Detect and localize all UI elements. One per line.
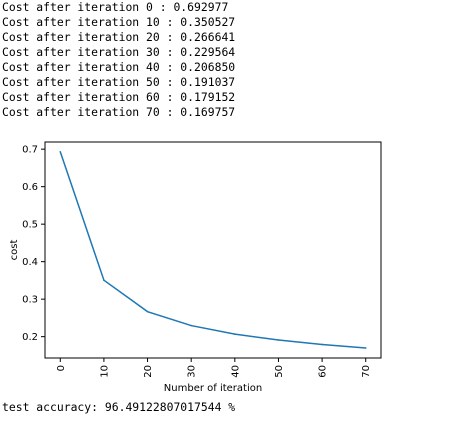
- x-tick-label: 50: [274, 365, 285, 378]
- cost-data-point: [277, 339, 280, 341]
- x-axis: 0 10 20 30 40 50 60 70: [56, 358, 372, 378]
- cost-data-point: [59, 150, 62, 153]
- y-axis: 0.2 0.3 0.4 0.5 0.6 0.7: [22, 145, 45, 343]
- cost-log-line: Cost after iteration 0 : 0.692977: [2, 0, 229, 14]
- y-tick-label: 0.3: [22, 295, 38, 306]
- x-tick-label: 30: [187, 365, 198, 378]
- cost-log-line: Cost after iteration 40 : 0.206850: [2, 60, 236, 74]
- cost-log-line: Cost after iteration 50 : 0.191037: [2, 75, 236, 89]
- y-tick-label: 0.4: [22, 257, 38, 268]
- cost-data-point: [190, 324, 192, 327]
- cost-data-point: [321, 343, 323, 346]
- cost-series-line: [59, 151, 366, 349]
- x-axis-label: Number of iteration: [164, 383, 262, 394]
- cost-data-point: [364, 347, 367, 349]
- x-tick-label: 20: [143, 365, 154, 378]
- test-accuracy-output: test accuracy: 96.49122807017544 %: [2, 400, 236, 414]
- cost-data-point: [234, 333, 236, 335]
- x-tick-label: 40: [230, 365, 241, 378]
- cost-log-line: Cost after iteration 20 : 0.266641: [2, 30, 236, 44]
- cost-log-line: Cost after iteration 60 : 0.179152: [2, 90, 236, 104]
- x-tick-label: 60: [318, 365, 329, 378]
- y-tick-label: 0.6: [22, 182, 38, 193]
- cost-data-point: [103, 279, 105, 282]
- cost-data-point: [146, 310, 149, 313]
- y-tick-label: 0.7: [22, 145, 38, 156]
- cost-series-points: [59, 150, 367, 349]
- y-axis-label: cost: [9, 240, 20, 261]
- y-tick-label: 0.5: [22, 220, 38, 231]
- cost-log-line: Cost after iteration 70 : 0.169757: [2, 105, 236, 119]
- x-tick-label: 70: [361, 365, 372, 378]
- cost-log-line: Cost after iteration 30 : 0.229564: [2, 45, 236, 59]
- x-tick-label: 10: [99, 365, 110, 378]
- plot-area: [44, 141, 382, 359]
- y-tick-label: 0.2: [22, 332, 38, 343]
- cost-log-line: Cost after iteration 10 : 0.350527: [2, 15, 236, 29]
- x-tick-label: 0: [56, 365, 67, 371]
